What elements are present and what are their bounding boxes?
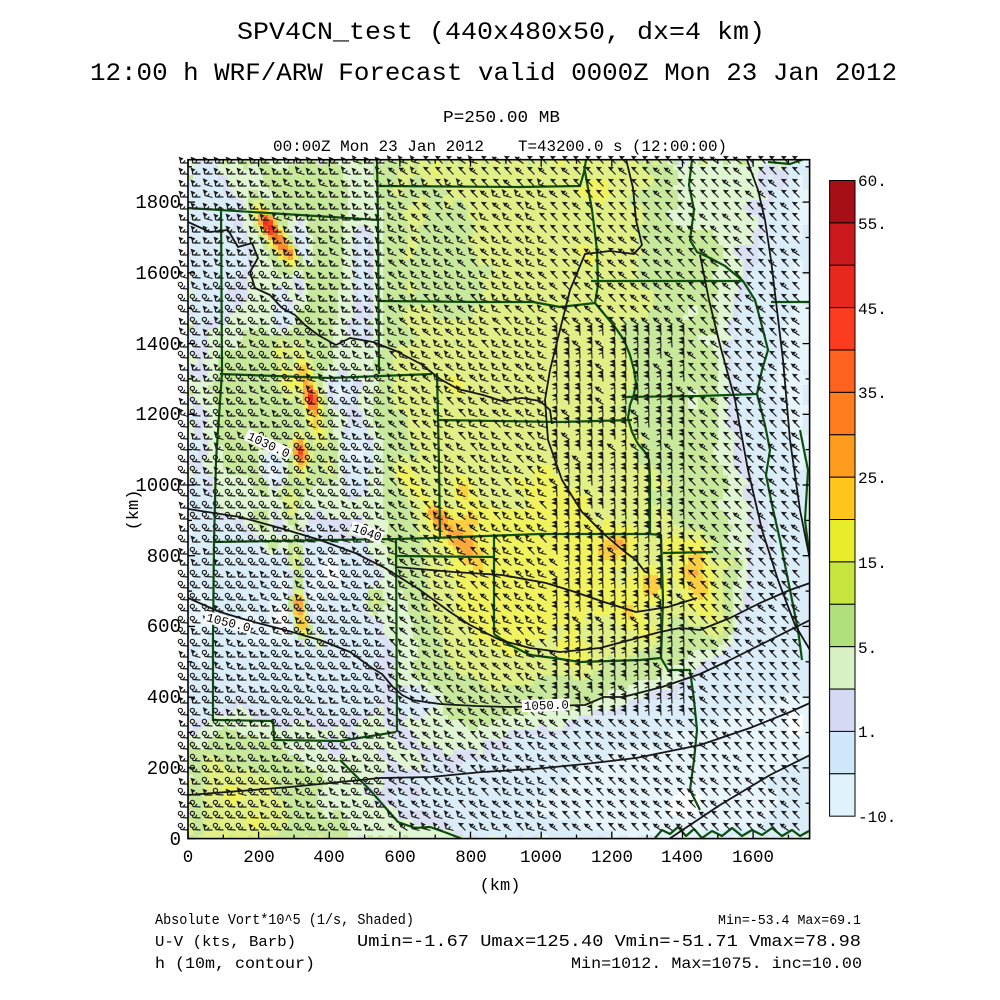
- svg-text:P=250.00 MB: P=250.00 MB: [443, 109, 560, 128]
- svg-text:Min=-53.4 Max=69.1: Min=-53.4 Max=69.1: [718, 914, 861, 929]
- svg-text:SPV4CN_test (440x480x50, dx=4: SPV4CN_test (440x480x50, dx=4 km): [237, 18, 765, 47]
- svg-text:1200: 1200: [135, 404, 181, 426]
- svg-text:55.: 55.: [858, 216, 887, 234]
- svg-text:-10.: -10.: [858, 809, 896, 827]
- svg-text:12:00 h WRF/ARW Forecast valid: 12:00 h WRF/ARW Forecast valid 0000Z Mon…: [90, 59, 897, 88]
- svg-text:Min=1012. Max=1075. inc=10.00: Min=1012. Max=1075. inc=10.00: [571, 955, 862, 973]
- svg-text:1400: 1400: [661, 848, 703, 868]
- svg-text:5.: 5.: [858, 640, 877, 658]
- svg-text:1200: 1200: [591, 848, 633, 868]
- svg-text:800: 800: [455, 848, 487, 868]
- svg-text:0: 0: [170, 829, 181, 851]
- svg-text:1000: 1000: [520, 848, 562, 868]
- svg-text:1400: 1400: [135, 334, 181, 356]
- svg-text:h (10m, contour): h (10m, contour): [155, 955, 315, 973]
- svg-text:0: 0: [183, 848, 194, 868]
- svg-text:Absolute Vort*10^5 (1/s, Shade: Absolute Vort*10^5 (1/s, Shaded): [155, 913, 414, 929]
- svg-text:1800: 1800: [135, 192, 181, 214]
- svg-text:35.: 35.: [858, 385, 887, 403]
- svg-text:45.: 45.: [858, 301, 887, 319]
- svg-text:T=43200.0 s (12:00:00): T=43200.0 s (12:00:00): [518, 138, 727, 156]
- svg-text:1600: 1600: [135, 263, 181, 285]
- svg-text:(km): (km): [480, 877, 521, 896]
- svg-text:U-V (kts, Barb): U-V (kts, Barb): [155, 934, 296, 951]
- svg-text:60.: 60.: [858, 173, 887, 191]
- svg-text:400: 400: [147, 687, 181, 709]
- svg-text:800: 800: [147, 546, 181, 568]
- svg-text:600: 600: [147, 616, 181, 638]
- svg-text:400: 400: [313, 848, 345, 868]
- svg-text:1600: 1600: [732, 848, 774, 868]
- svg-text:200: 200: [147, 758, 181, 780]
- svg-text:(km): (km): [125, 490, 144, 531]
- svg-text:15.: 15.: [858, 555, 887, 573]
- svg-text:Umin=-1.67 Umax=125.40 Vmin=-5: Umin=-1.67 Umax=125.40 Vmin=-51.71 Vmax=…: [357, 933, 861, 952]
- svg-text:25.: 25.: [858, 470, 887, 488]
- svg-text:600: 600: [384, 848, 416, 868]
- svg-text:1000: 1000: [135, 475, 181, 497]
- svg-text:1.: 1.: [858, 724, 877, 742]
- svg-text:200: 200: [243, 848, 275, 868]
- svg-text:1050.0: 1050.0: [524, 698, 569, 714]
- svg-text:00:00Z Mon 23 Jan 2012: 00:00Z Mon 23 Jan 2012: [273, 138, 484, 156]
